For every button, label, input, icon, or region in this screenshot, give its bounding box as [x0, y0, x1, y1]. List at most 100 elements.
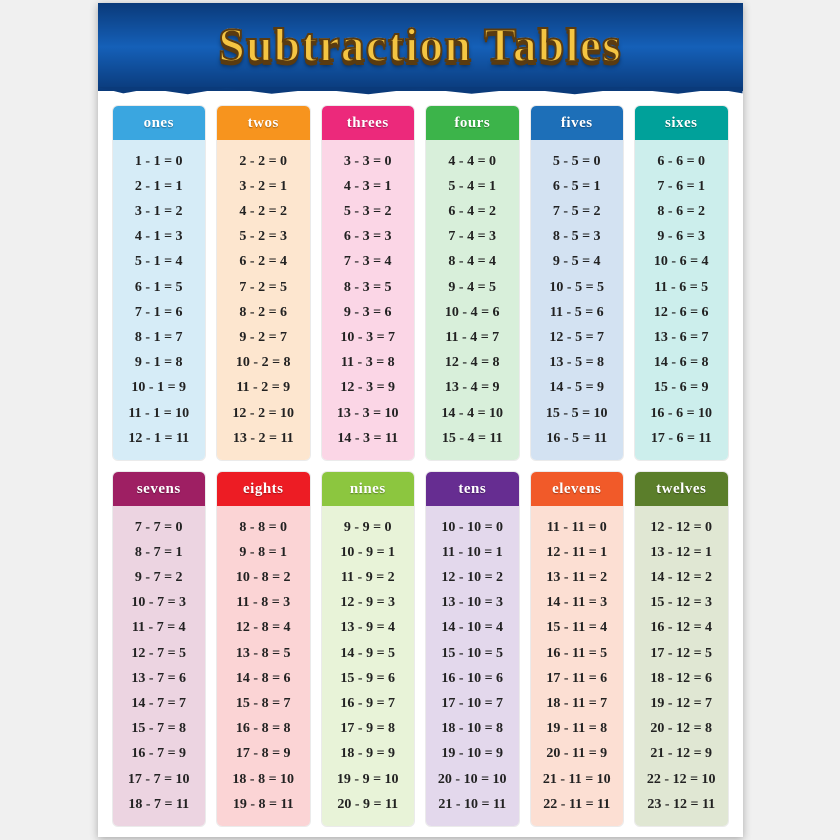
equation: 3 - 3 = 0	[322, 154, 415, 169]
equation: 10 - 8 = 2	[217, 570, 310, 585]
equation: 5 - 1 = 4	[113, 254, 206, 269]
equation: 16 - 9 = 7	[322, 696, 415, 711]
equation: 6 - 4 = 2	[426, 204, 519, 219]
equation: 12 - 8 = 4	[217, 620, 310, 635]
equation: 16 - 8 = 8	[217, 721, 310, 736]
equation: 13 - 11 = 2	[531, 570, 624, 585]
table-column: sixes6 - 6 = 07 - 6 = 18 - 6 = 29 - 6 = …	[634, 105, 729, 461]
equation: 12 - 7 = 5	[113, 646, 206, 661]
equation: 8 - 4 = 4	[426, 254, 519, 269]
equation: 12 - 9 = 3	[322, 595, 415, 610]
column-header: threes	[322, 106, 415, 140]
column-body: 9 - 9 = 010 - 9 = 111 - 9 = 212 - 9 = 31…	[322, 506, 415, 826]
equation: 12 - 11 = 1	[531, 545, 624, 560]
column-header: sevens	[113, 472, 206, 506]
equation: 2 - 2 = 0	[217, 154, 310, 169]
equation: 21 - 11 = 10	[531, 772, 624, 787]
equation: 16 - 10 = 6	[426, 671, 519, 686]
equation: 9 - 5 = 4	[531, 254, 624, 269]
equation: 8 - 8 = 0	[217, 520, 310, 535]
equation: 13 - 10 = 3	[426, 595, 519, 610]
equation: 13 - 5 = 8	[531, 355, 624, 370]
equation: 17 - 6 = 11	[635, 431, 728, 446]
tables-grid: ones1 - 1 = 02 - 1 = 13 - 1 = 24 - 1 = 3…	[98, 91, 743, 837]
equation: 14 - 11 = 3	[531, 595, 624, 610]
equation: 11 - 4 = 7	[426, 330, 519, 345]
equation: 12 - 6 = 6	[635, 305, 728, 320]
equation: 10 - 5 = 5	[531, 280, 624, 295]
equation: 20 - 10 = 10	[426, 772, 519, 787]
column-body: 11 - 11 = 012 - 11 = 113 - 11 = 214 - 11…	[531, 506, 624, 826]
table-column: eights8 - 8 = 09 - 8 = 110 - 8 = 211 - 8…	[216, 471, 311, 827]
equation: 13 - 8 = 5	[217, 646, 310, 661]
equation: 4 - 1 = 3	[113, 229, 206, 244]
equation: 14 - 12 = 2	[635, 570, 728, 585]
equation: 22 - 11 = 11	[531, 797, 624, 812]
equation: 12 - 12 = 0	[635, 520, 728, 535]
equation: 8 - 5 = 3	[531, 229, 624, 244]
equation: 15 - 5 = 10	[531, 406, 624, 421]
equation: 10 - 1 = 9	[113, 380, 206, 395]
equation: 9 - 6 = 3	[635, 229, 728, 244]
table-column: tens10 - 10 = 011 - 10 = 112 - 10 = 213 …	[425, 471, 520, 827]
equation: 11 - 10 = 1	[426, 545, 519, 560]
table-column: threes3 - 3 = 04 - 3 = 15 - 3 = 26 - 3 =…	[321, 105, 416, 461]
equation: 18 - 12 = 6	[635, 671, 728, 686]
equation: 6 - 1 = 5	[113, 280, 206, 295]
equation: 12 - 2 = 10	[217, 406, 310, 421]
equation: 13 - 9 = 4	[322, 620, 415, 635]
table-column: fives5 - 5 = 06 - 5 = 17 - 5 = 28 - 5 = …	[530, 105, 625, 461]
equation: 8 - 3 = 5	[322, 280, 415, 295]
column-header: ones	[113, 106, 206, 140]
equation: 14 - 9 = 5	[322, 646, 415, 661]
equation: 7 - 5 = 2	[531, 204, 624, 219]
table-column: nines9 - 9 = 010 - 9 = 111 - 9 = 212 - 9…	[321, 471, 416, 827]
title-bar: Subtraction Tables	[98, 3, 743, 91]
column-header: fives	[531, 106, 624, 140]
column-header: tens	[426, 472, 519, 506]
column-body: 5 - 5 = 06 - 5 = 17 - 5 = 28 - 5 = 39 - …	[531, 140, 624, 460]
equation: 17 - 7 = 10	[113, 772, 206, 787]
equation: 10 - 4 = 6	[426, 305, 519, 320]
equation: 19 - 8 = 11	[217, 797, 310, 812]
column-header: fours	[426, 106, 519, 140]
equation: 18 - 8 = 10	[217, 772, 310, 787]
equation: 7 - 1 = 6	[113, 305, 206, 320]
equation: 10 - 6 = 4	[635, 254, 728, 269]
equation: 12 - 1 = 11	[113, 431, 206, 446]
equation: 5 - 5 = 0	[531, 154, 624, 169]
equation: 5 - 4 = 1	[426, 179, 519, 194]
equation: 12 - 5 = 7	[531, 330, 624, 345]
equation: 6 - 3 = 3	[322, 229, 415, 244]
equation: 11 - 3 = 8	[322, 355, 415, 370]
equation: 8 - 7 = 1	[113, 545, 206, 560]
equation: 9 - 2 = 7	[217, 330, 310, 345]
column-header: twos	[217, 106, 310, 140]
column-body: 8 - 8 = 09 - 8 = 110 - 8 = 211 - 8 = 312…	[217, 506, 310, 826]
table-column: sevens7 - 7 = 08 - 7 = 19 - 7 = 210 - 7 …	[112, 471, 207, 827]
equation: 18 - 7 = 11	[113, 797, 206, 812]
equation: 20 - 12 = 8	[635, 721, 728, 736]
equation: 21 - 10 = 11	[426, 797, 519, 812]
equation: 20 - 9 = 11	[322, 797, 415, 812]
equation: 17 - 8 = 9	[217, 746, 310, 761]
equation: 11 - 9 = 2	[322, 570, 415, 585]
column-header: eights	[217, 472, 310, 506]
equation: 2 - 1 = 1	[113, 179, 206, 194]
equation: 7 - 2 = 5	[217, 280, 310, 295]
equation: 11 - 6 = 5	[635, 280, 728, 295]
column-header: nines	[322, 472, 415, 506]
equation: 21 - 12 = 9	[635, 746, 728, 761]
equation: 16 - 11 = 5	[531, 646, 624, 661]
equation: 18 - 10 = 8	[426, 721, 519, 736]
equation: 20 - 11 = 9	[531, 746, 624, 761]
equation: 15 - 7 = 8	[113, 721, 206, 736]
equation: 7 - 6 = 1	[635, 179, 728, 194]
equation: 11 - 1 = 10	[113, 406, 206, 421]
equation: 16 - 7 = 9	[113, 746, 206, 761]
equation: 10 - 7 = 3	[113, 595, 206, 610]
equation: 3 - 2 = 1	[217, 179, 310, 194]
poster-title: Subtraction Tables	[218, 18, 621, 73]
equation: 14 - 3 = 11	[322, 431, 415, 446]
equation: 11 - 8 = 3	[217, 595, 310, 610]
